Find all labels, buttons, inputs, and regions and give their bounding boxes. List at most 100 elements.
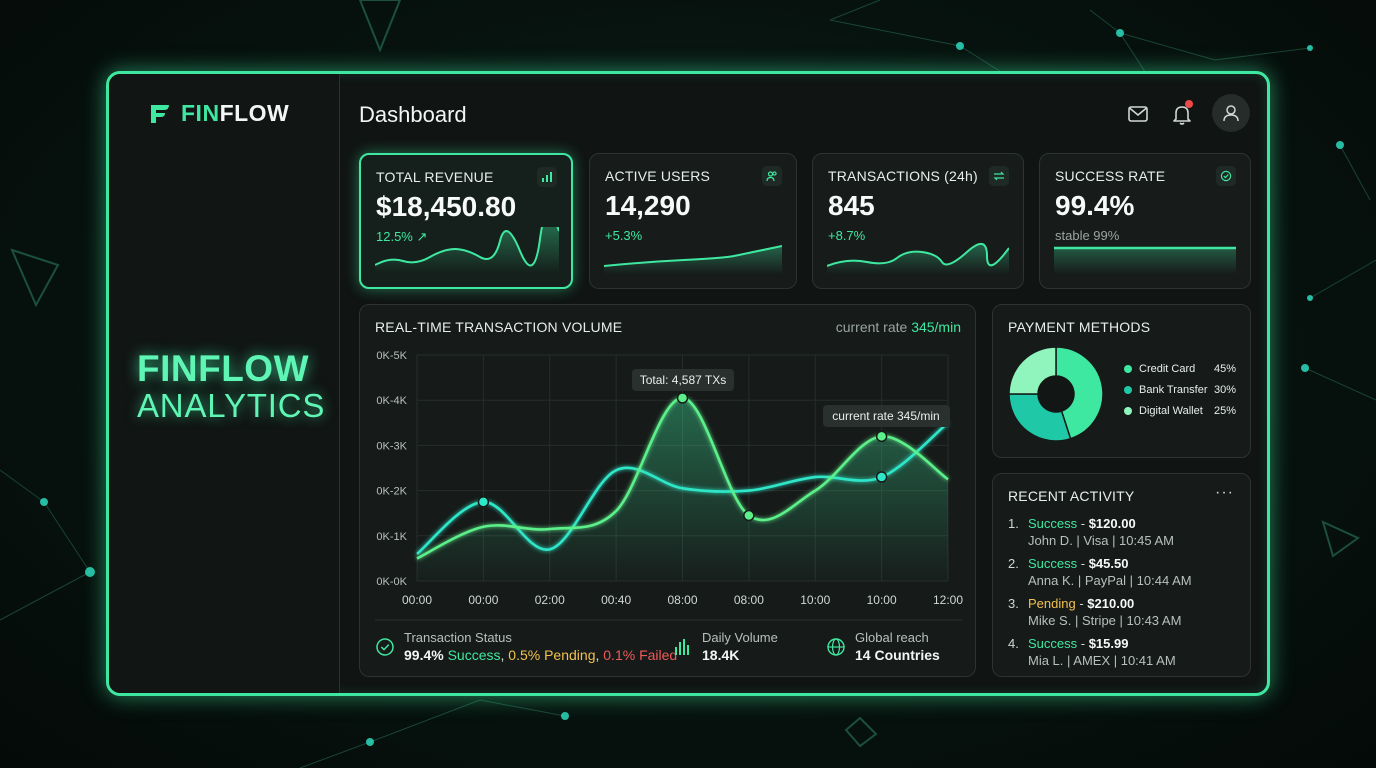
globe-icon xyxy=(827,638,845,656)
kpi-change: stable 99% xyxy=(1055,228,1120,243)
transactions-sparkline xyxy=(827,243,1009,274)
transaction-volume-panel: REAL-TIME TRANSACTION VOLUME current rat… xyxy=(359,304,976,677)
logo-text: FINFLOW xyxy=(181,100,289,127)
recent-activity-panel: RECENT ACTIVITY ··· 1. Success - $120.00… xyxy=(992,473,1251,677)
avatar[interactable] xyxy=(1212,94,1250,132)
current-rate: current rate 345/min xyxy=(836,319,961,335)
kpi-change: +8.7% xyxy=(828,228,866,243)
panel-title: RECENT ACTIVITY xyxy=(1008,488,1135,504)
legend-item-credit-card: Credit Card 45% xyxy=(1124,363,1236,375)
item-status: Success xyxy=(1028,516,1078,531)
legend-dot xyxy=(1124,365,1132,373)
legend-name: Digital Wallet xyxy=(1139,405,1203,417)
item-status: Success xyxy=(1028,556,1078,571)
legend-pct: 30% xyxy=(1213,384,1236,396)
data-point xyxy=(743,509,755,522)
logo-fin: FIN xyxy=(181,100,220,126)
x-tick-label: 00:00 xyxy=(402,593,432,607)
y-tick-label: 0K-0K xyxy=(376,576,407,588)
check-circle-icon xyxy=(376,638,394,656)
panel-title: REAL-TIME TRANSACTION VOLUME xyxy=(375,319,623,335)
kpi-label: TOTAL REVENUE xyxy=(376,169,494,185)
revenue-sparkline xyxy=(375,227,559,273)
payment-donut-chart[interactable] xyxy=(1007,345,1105,443)
item-number: 4. xyxy=(1008,636,1019,651)
kpi-label: TRANSACTIONS (24h) xyxy=(828,168,978,184)
mail-icon[interactable] xyxy=(1126,102,1150,126)
brand-banner: FINFLOW ANALYTICS xyxy=(137,350,325,424)
sidebar: FINFLOW FINFLOW ANALYTICS xyxy=(109,74,340,693)
app-window: FINFLOW FINFLOW ANALYTICS Dashboard TOTA… xyxy=(106,71,1270,696)
item-detail: John D. | Visa | 10:45 AM xyxy=(1028,533,1174,548)
stat-global-reach: Global reach 14 Countries xyxy=(826,630,940,663)
stat-label: Global reach xyxy=(855,630,929,645)
kpi-card-revenue[interactable]: TOTAL REVENUE $18,450.80 12.5% ↗ xyxy=(359,153,573,289)
data-point xyxy=(676,392,689,404)
tooltip-rate-text: current rate 345/min xyxy=(832,409,939,423)
kpi-change: 12.5% ↗ xyxy=(376,229,428,244)
y-tick-label: 0K-3K xyxy=(376,440,407,452)
stat-label: Transaction Status xyxy=(404,630,512,645)
x-tick-label: 00:40 xyxy=(601,593,631,607)
x-tick-label: 12:00 xyxy=(933,593,963,607)
data-point xyxy=(477,496,490,508)
rate-value: 345/min xyxy=(911,319,961,335)
y-tick-label: 0K-5K xyxy=(376,350,407,362)
item-status: Success xyxy=(1028,636,1078,651)
y-tick-label: 0K-1K xyxy=(376,531,407,543)
brand-line2: ANALYTICS xyxy=(137,387,326,424)
users-icon xyxy=(762,166,782,186)
item-detail: Anna K. | PayPal | 10:44 AM xyxy=(1028,573,1192,588)
item-number: 1. xyxy=(1008,516,1019,531)
series-line-1 xyxy=(416,421,949,555)
logo[interactable]: FINFLOW xyxy=(147,100,289,127)
kpi-value: 99.4% xyxy=(1055,190,1135,221)
kpi-value: 845 xyxy=(828,190,875,221)
brand-line1: FINFLOW xyxy=(137,348,310,389)
item-detail: Mike S. | Stripe | 10:43 AM xyxy=(1028,613,1182,628)
stat-transaction-status: Transaction Status 99.4% Success, 0.5% P… xyxy=(375,630,677,663)
rate-prefix: current rate xyxy=(835,319,908,335)
kpi-label: ACTIVE USERS xyxy=(605,168,711,184)
tooltip-rate: current rate 345/min xyxy=(823,405,950,427)
donut-hole xyxy=(1038,376,1074,412)
kpi-card-users[interactable]: ACTIVE USERS 14,290 +5.3% xyxy=(589,153,797,289)
item-number: 3. xyxy=(1008,596,1019,611)
x-tick-label: 00:00 xyxy=(468,593,498,607)
y-tick-label: 0K-4K xyxy=(376,395,407,407)
kpi-card-success-rate[interactable]: SUCCESS RATE 99.4% stable 99% xyxy=(1039,153,1251,289)
x-tick-label: 08:00 xyxy=(667,593,697,607)
bell-icon[interactable] xyxy=(1170,102,1194,126)
tooltip-peak: Total: 4,587 TXs xyxy=(632,369,734,391)
transaction-volume-chart[interactable]: 0K-0K 0K-1K 0K-2K 0K-3K 0K-4K 0K-5K 00:00 00:0… xyxy=(360,305,977,678)
data-point xyxy=(875,430,888,443)
success-sparkline xyxy=(1054,246,1236,274)
status-success: Success xyxy=(447,647,501,663)
stat-value: 18.4K xyxy=(702,647,740,663)
kpi-label: SUCCESS RATE xyxy=(1055,168,1166,184)
stat-value: 14 Countries xyxy=(855,647,940,663)
notification-dot xyxy=(1185,100,1193,108)
bar-chart-icon xyxy=(537,167,557,187)
tooltip-peak-text: Total: 4,587 TXs xyxy=(640,373,727,387)
more-options-icon[interactable]: ··· xyxy=(1215,484,1234,501)
legend-name: Credit Card xyxy=(1139,363,1196,375)
swap-icon xyxy=(989,166,1009,186)
stat-label: Daily Volume xyxy=(702,630,778,645)
item-number: 2. xyxy=(1008,556,1019,571)
item-amount: $45.50 xyxy=(1088,556,1129,571)
payment-methods-panel: PAYMENT METHODS Credit Card 45% Bank Tra… xyxy=(992,304,1251,458)
legend-item-bank-transfer: Bank Transfer 30% xyxy=(1124,384,1236,396)
status-pending: 0.5% Pending xyxy=(508,647,596,663)
page-title: Dashboard xyxy=(359,102,467,127)
kpi-card-transactions[interactable]: TRANSACTIONS (24h) 845 +8.7% xyxy=(812,153,1024,289)
user-icon xyxy=(1223,105,1239,122)
logo-flow: FLOW xyxy=(219,100,290,126)
legend-dot xyxy=(1124,407,1132,415)
kpi-change: +5.3% xyxy=(605,228,643,243)
stat-daily-volume: Daily Volume 18.4K xyxy=(673,630,778,663)
status-failed: 0.1% Failed xyxy=(603,647,678,663)
x-tick-label: 10:00 xyxy=(800,593,830,607)
item-status: Pending xyxy=(1028,596,1076,611)
legend-pct: 45% xyxy=(1213,363,1236,375)
